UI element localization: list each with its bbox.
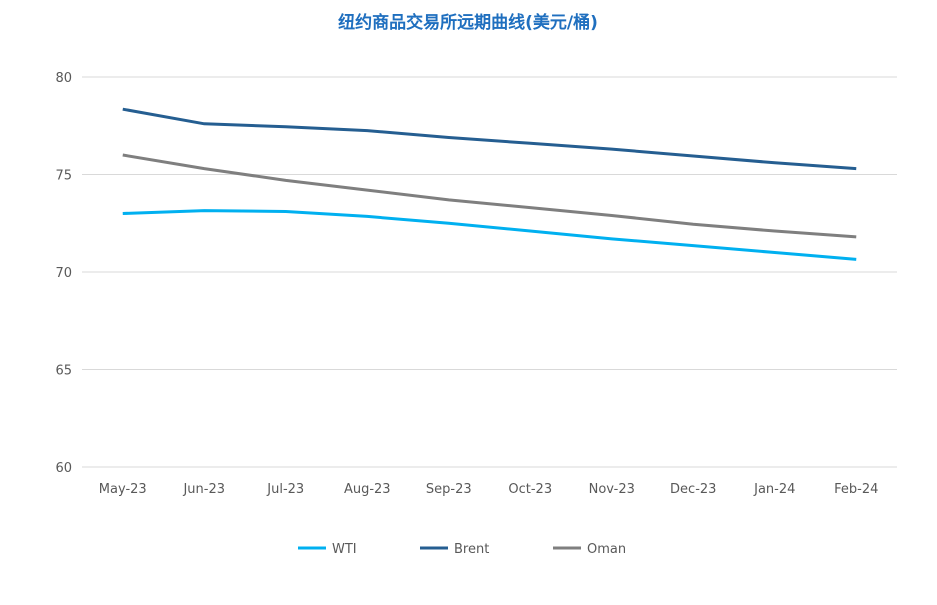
- x-tick-label: Feb-24: [834, 482, 878, 497]
- chart-title: 纽约商品交易所远期曲线(美元/桶): [338, 12, 598, 33]
- x-tick-label: Jul-23: [266, 482, 304, 497]
- x-tick-label: Jan-24: [753, 482, 795, 497]
- legend-label: WTI: [332, 542, 357, 557]
- series-line-oman: [122, 153, 857, 239]
- x-tick-label: May-23: [99, 482, 147, 497]
- x-tick-label: Nov-23: [589, 482, 635, 497]
- y-tick-label: 80: [55, 71, 72, 86]
- series-line-brent: [122, 107, 857, 171]
- x-tick-label: Dec-23: [670, 482, 716, 497]
- y-tick-label: 70: [55, 266, 72, 281]
- legend-label: Oman: [587, 542, 626, 557]
- x-tick-label: Jun-23: [182, 482, 225, 497]
- y-tick-label: 60: [55, 461, 72, 476]
- series-line-wti: [122, 209, 857, 261]
- x-tick-label: Sep-23: [426, 482, 472, 497]
- y-tick-label: 65: [55, 364, 72, 379]
- y-tick-label: 75: [55, 169, 72, 184]
- x-tick-label: Aug-23: [344, 482, 391, 497]
- x-tick-label: Oct-23: [508, 482, 552, 497]
- legend-label: Brent: [454, 542, 489, 557]
